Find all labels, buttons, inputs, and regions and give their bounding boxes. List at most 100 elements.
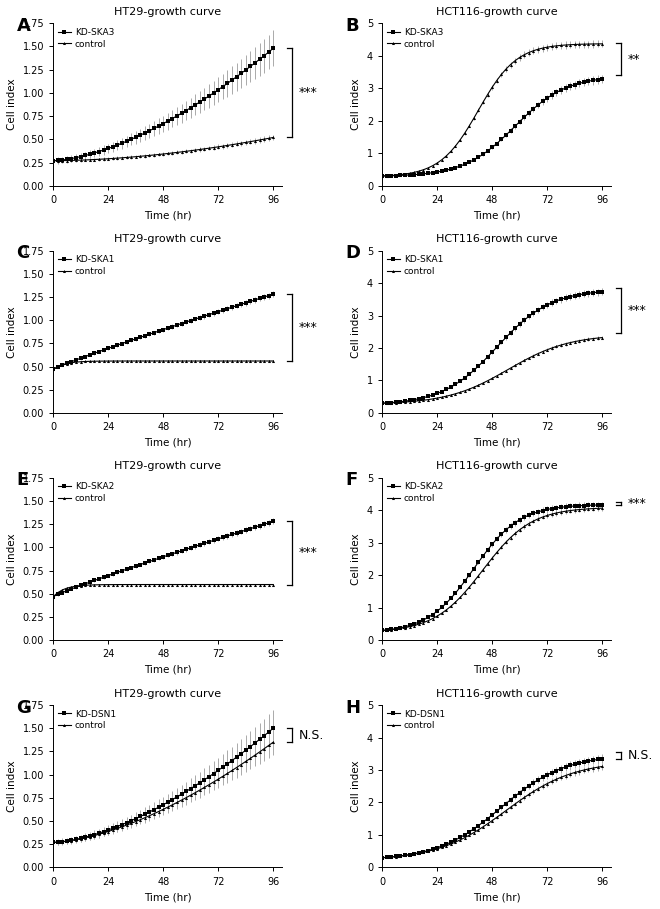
KD-DSN1 (520, 784, 528, 794)
KD-SKA3 (50, 155, 57, 166)
KD-SKA1 (401, 395, 409, 406)
control (543, 345, 551, 355)
control (53, 837, 61, 848)
control (507, 802, 515, 813)
KD-DSN1 (81, 832, 89, 843)
control (493, 75, 501, 86)
KD-SKA1 (251, 295, 259, 305)
control (137, 355, 145, 366)
control (456, 834, 464, 845)
control (100, 355, 108, 366)
KD-DSN1 (557, 764, 565, 774)
control (424, 615, 432, 626)
KD-SKA3 (118, 138, 126, 149)
control (378, 853, 386, 864)
Legend: KD-SKA3, control: KD-SKA3, control (387, 28, 443, 48)
KD-SKA1 (201, 311, 209, 322)
control (383, 397, 391, 408)
KD-SKA2 (50, 591, 57, 602)
Line: control: control (51, 359, 275, 371)
control (265, 579, 273, 590)
KD-SKA1 (461, 373, 469, 384)
control (150, 355, 158, 366)
KD-SKA1 (164, 323, 172, 334)
KD-SKA3 (548, 90, 556, 101)
KD-SKA2 (154, 553, 162, 564)
control (196, 355, 204, 366)
control (438, 392, 446, 403)
control (182, 579, 190, 590)
control (141, 813, 148, 824)
control (585, 504, 593, 514)
control (420, 165, 428, 175)
control (456, 387, 464, 398)
KD-SKA2 (246, 524, 254, 534)
KD-DSN1 (50, 837, 57, 848)
control (210, 776, 218, 787)
KD-SKA3 (433, 166, 441, 177)
KD-DSN1 (589, 754, 597, 765)
control (548, 343, 556, 354)
control (260, 134, 268, 145)
KD-DSN1 (123, 817, 131, 828)
control (451, 388, 459, 399)
control (173, 147, 181, 158)
KD-SKA3 (132, 132, 140, 143)
control (470, 827, 478, 838)
KD-SKA2 (479, 551, 487, 562)
control (196, 579, 204, 590)
control (237, 579, 245, 590)
control (488, 82, 496, 93)
Legend: KD-SKA3, control: KD-SKA3, control (57, 28, 114, 48)
control (456, 592, 464, 603)
KD-SKA1 (154, 325, 162, 336)
control (420, 847, 428, 858)
KD-SKA1 (594, 286, 602, 297)
KD-SKA3 (237, 68, 245, 79)
KD-SKA2 (465, 570, 473, 581)
KD-SKA1 (50, 364, 57, 375)
KD-SKA3 (576, 78, 583, 89)
KD-SKA3 (187, 102, 195, 113)
control (415, 848, 423, 859)
control (411, 849, 418, 860)
KD-SKA2 (406, 620, 414, 631)
control (566, 337, 574, 348)
KD-SKA3 (420, 168, 428, 179)
KD-SKA3 (182, 105, 190, 116)
KD-SKA2 (383, 624, 391, 635)
KD-DSN1 (484, 814, 492, 824)
KD-SKA1 (498, 337, 506, 348)
KD-SKA2 (580, 500, 588, 511)
Y-axis label: Cell index: Cell index (351, 534, 361, 584)
control (81, 833, 89, 844)
Y-axis label: Cell index: Cell index (351, 306, 361, 357)
KD-DSN1 (539, 772, 546, 783)
control (269, 579, 277, 590)
KD-SKA3 (529, 104, 537, 115)
control (141, 150, 148, 161)
Text: ***: *** (298, 86, 317, 99)
control (566, 768, 574, 779)
KD-SKA2 (168, 548, 176, 559)
Y-axis label: Cell index: Cell index (7, 534, 17, 584)
KD-DSN1 (141, 809, 148, 820)
KD-SKA1 (224, 304, 232, 315)
control (383, 852, 391, 863)
control (187, 355, 195, 366)
KD-SKA1 (589, 287, 597, 298)
KD-DSN1 (77, 833, 84, 844)
control (182, 145, 190, 156)
control (159, 148, 167, 159)
KD-DSN1 (58, 836, 66, 847)
Title: HT29-growth curve: HT29-growth curve (114, 462, 221, 472)
control (127, 355, 135, 366)
control (104, 355, 112, 366)
control (72, 834, 80, 845)
control (205, 579, 213, 590)
control (552, 341, 560, 352)
KD-SKA1 (145, 329, 153, 340)
control (594, 38, 602, 49)
control (104, 826, 112, 837)
control (118, 355, 126, 366)
